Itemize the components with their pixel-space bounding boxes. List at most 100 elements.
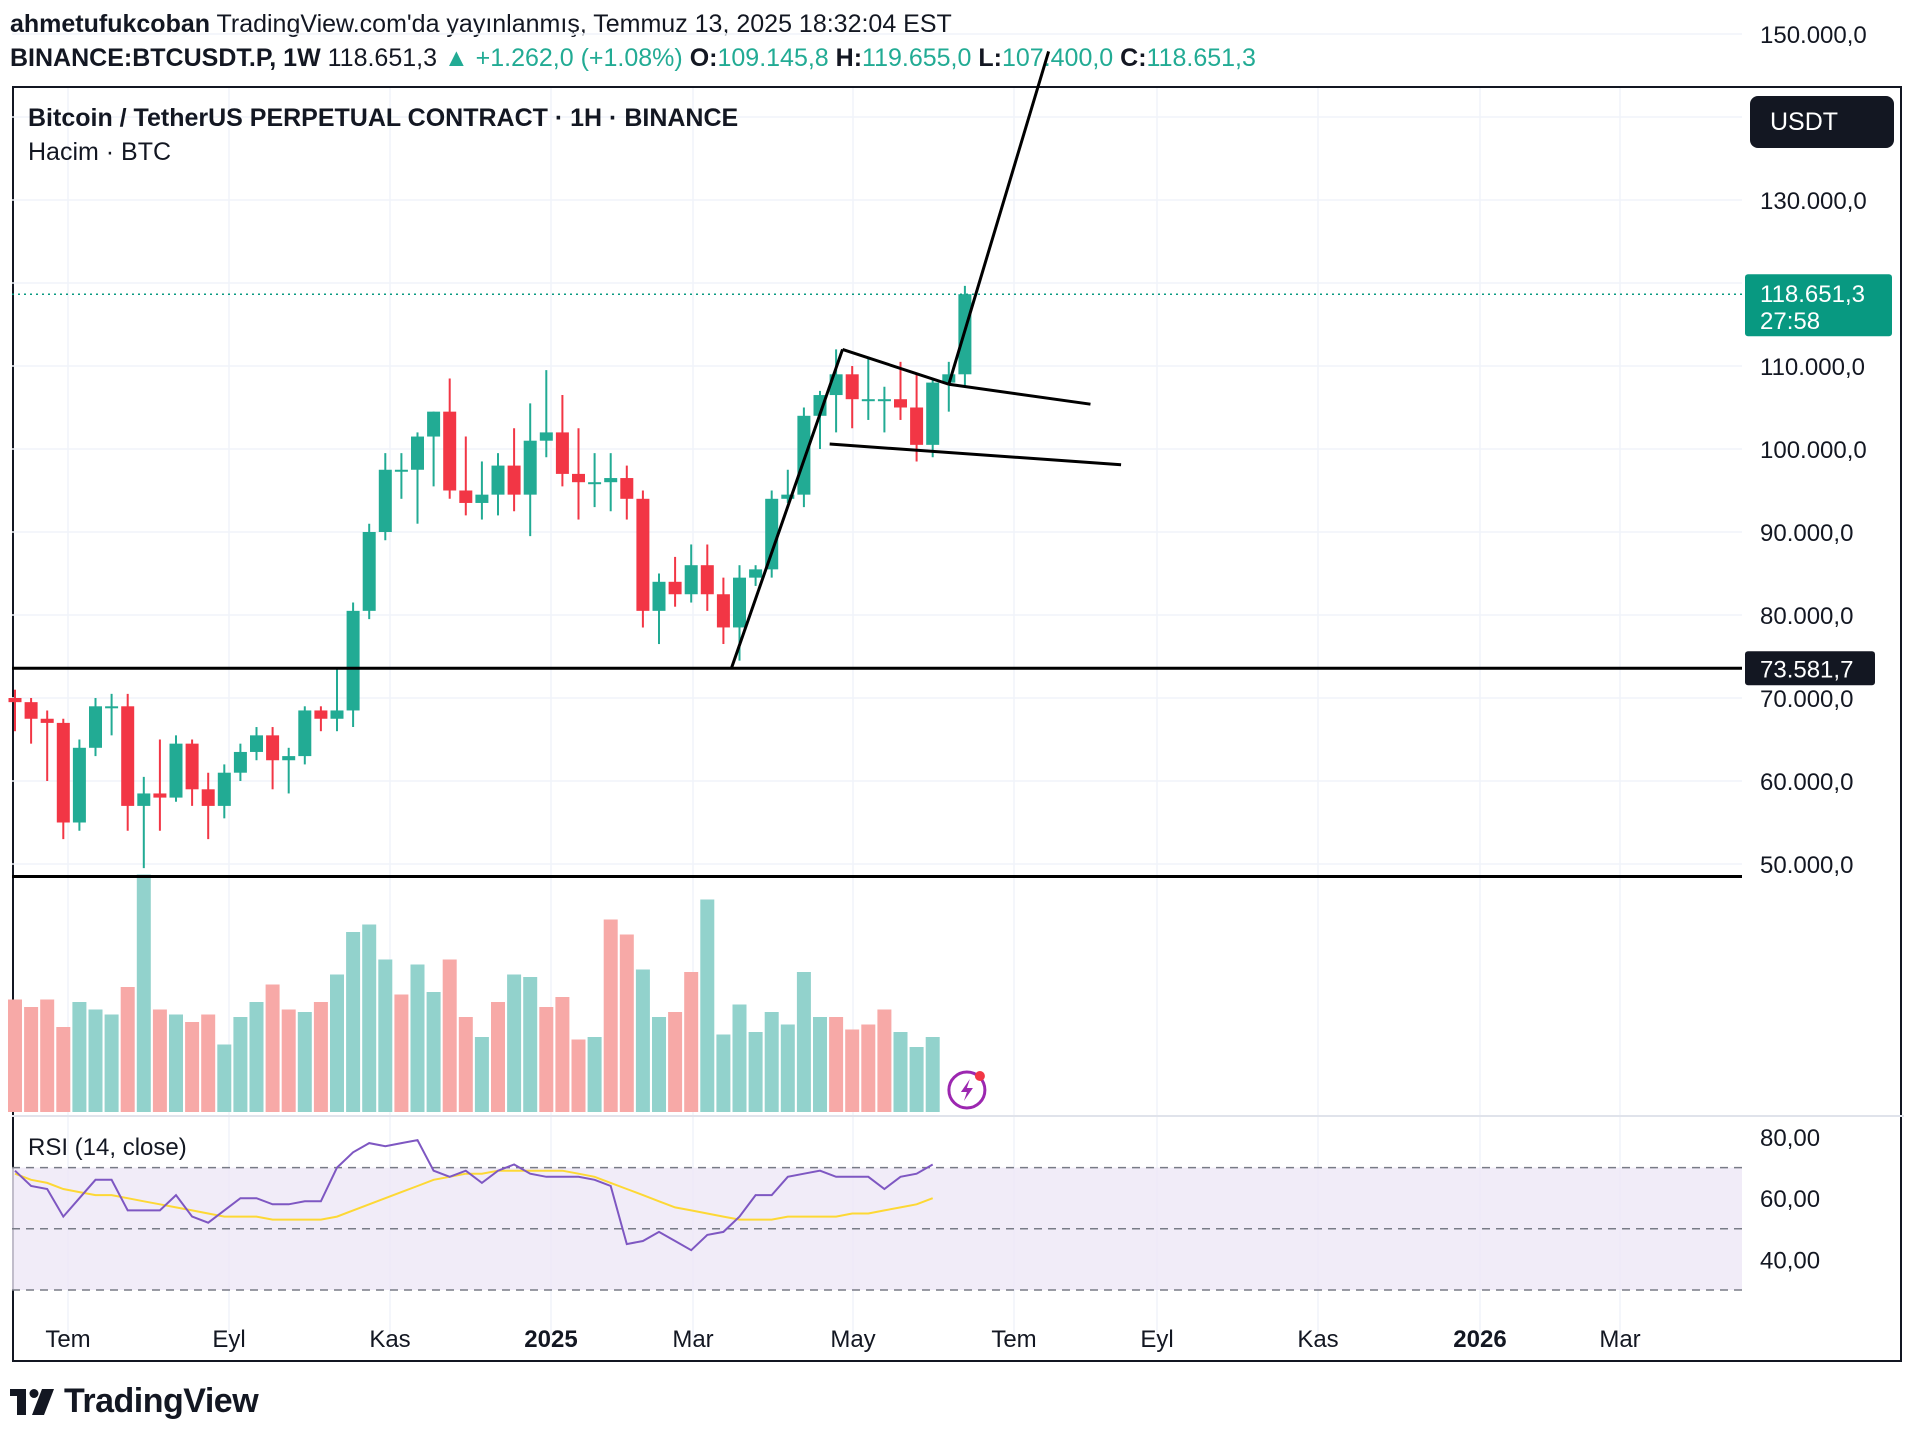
price-axis-label: 50.000,0 <box>1760 852 1853 879</box>
candle-body <box>346 610 360 711</box>
open-label: O: <box>689 44 718 72</box>
volume-bar <box>233 1017 248 1112</box>
volume-bar <box>362 924 377 1112</box>
candle-body <box>137 793 151 806</box>
candle-body <box>491 465 505 495</box>
volume-bar <box>474 1037 489 1112</box>
candle-body <box>443 411 457 491</box>
volume-bar <box>330 974 344 1112</box>
volume-bar <box>136 874 151 1112</box>
chart-frame[interactable] <box>12 86 1902 1362</box>
candle-body <box>684 565 698 595</box>
candle-body <box>716 594 730 628</box>
candle-body <box>845 374 859 400</box>
time-axis-label: May <box>830 1326 875 1353</box>
volume-bar <box>732 1004 747 1112</box>
open-value: 109.145,8 <box>717 44 829 72</box>
time-axis-label: Tem <box>991 1326 1036 1353</box>
time-axis-label: 2025 <box>524 1326 577 1353</box>
rsi-axis-label: 60,00 <box>1760 1186 1820 1213</box>
volume-bar <box>877 1009 892 1112</box>
candle-body <box>910 407 924 445</box>
candle-body <box>169 743 183 798</box>
volume-bar <box>861 1024 876 1112</box>
candle-body <box>555 432 569 474</box>
high-label: H: <box>835 44 863 72</box>
volume-bar <box>845 1029 860 1112</box>
time-axis-label: Tem <box>45 1326 90 1353</box>
candle-body <box>233 751 247 773</box>
flagpole-line <box>730 348 844 669</box>
candle-body <box>56 722 70 823</box>
candle-body <box>40 718 54 723</box>
volume-bar <box>24 1007 39 1112</box>
time-axis-label: Mar <box>672 1326 713 1353</box>
last-price: 118.651,3 <box>327 44 437 72</box>
volume-bar <box>201 1014 216 1112</box>
candle-body <box>797 415 811 495</box>
candle-body <box>620 478 634 499</box>
last-price-badge <box>1745 274 1892 337</box>
volume-bar <box>539 1007 554 1112</box>
candle-body <box>89 706 102 748</box>
candle-body <box>700 565 714 595</box>
lightning-icon-bolt <box>960 1079 973 1101</box>
candle-body <box>330 710 344 719</box>
time-axis-label: Eyl <box>1140 1326 1173 1353</box>
volume-bar <box>829 1017 844 1112</box>
candle-body <box>121 706 135 806</box>
candle-body <box>217 772 231 806</box>
volume-bar <box>120 987 135 1112</box>
volume-bar <box>185 1022 200 1112</box>
volume-bar <box>635 969 650 1112</box>
volume-bar <box>104 1014 119 1112</box>
volume-bar <box>249 1002 264 1112</box>
volume-bar <box>265 984 280 1112</box>
time-axis-label: Kas <box>369 1326 410 1353</box>
volume-bar <box>152 1009 167 1112</box>
volume-bar <box>442 959 457 1112</box>
brand-name: TradingView <box>64 1382 259 1420</box>
candle-body <box>781 494 795 499</box>
volume-bar <box>8 999 22 1112</box>
volume-bar <box>72 1002 87 1112</box>
volume-bar <box>88 1009 103 1112</box>
high-value: 119.655,0 <box>862 44 972 72</box>
close-label: C: <box>1120 44 1147 72</box>
volume-bar <box>217 1044 232 1112</box>
volume-bar <box>909 1047 924 1112</box>
price-axis-label: 150.000,0 <box>1760 22 1867 49</box>
volume-bar <box>40 999 55 1112</box>
price-axis-label: 130.000,0 <box>1760 188 1867 215</box>
volume-bar <box>764 1012 779 1112</box>
level-price-badge <box>1745 651 1875 686</box>
volume-bar <box>748 1032 763 1112</box>
rsi-axis-label: 40,00 <box>1760 1247 1820 1274</box>
flag-upper-extension-line <box>948 382 1091 406</box>
candle-body <box>733 577 746 628</box>
price-axis-label: 60.000,0 <box>1760 769 1853 796</box>
volume-bar <box>297 1012 312 1112</box>
low-value: 107.400,0 <box>1001 44 1114 72</box>
candle-body <box>282 756 296 761</box>
volume-bar <box>555 997 570 1112</box>
time-axis-label: Kas <box>1297 1326 1338 1353</box>
candle-body <box>588 482 602 485</box>
time-axis-label: Mar <box>1599 1326 1640 1353</box>
tradingview-logo[interactable]: TradingView <box>10 1382 259 1421</box>
volume-bar <box>426 992 441 1112</box>
currency-button[interactable]: USDT <box>1750 96 1894 148</box>
volume-bar <box>346 932 361 1112</box>
candle-body <box>8 698 22 703</box>
candle-body <box>362 532 376 611</box>
price-axis-label: 80.000,0 <box>1760 603 1853 630</box>
volume-bar <box>796 972 811 1112</box>
candle-body <box>749 569 763 578</box>
candle-body <box>636 498 650 611</box>
tradingview-logo-icon <box>10 1388 54 1415</box>
volume-bar <box>684 972 699 1112</box>
rsi-axis-label: 80,00 <box>1760 1125 1820 1152</box>
candle-body <box>427 411 441 437</box>
volume-bar <box>378 959 393 1112</box>
